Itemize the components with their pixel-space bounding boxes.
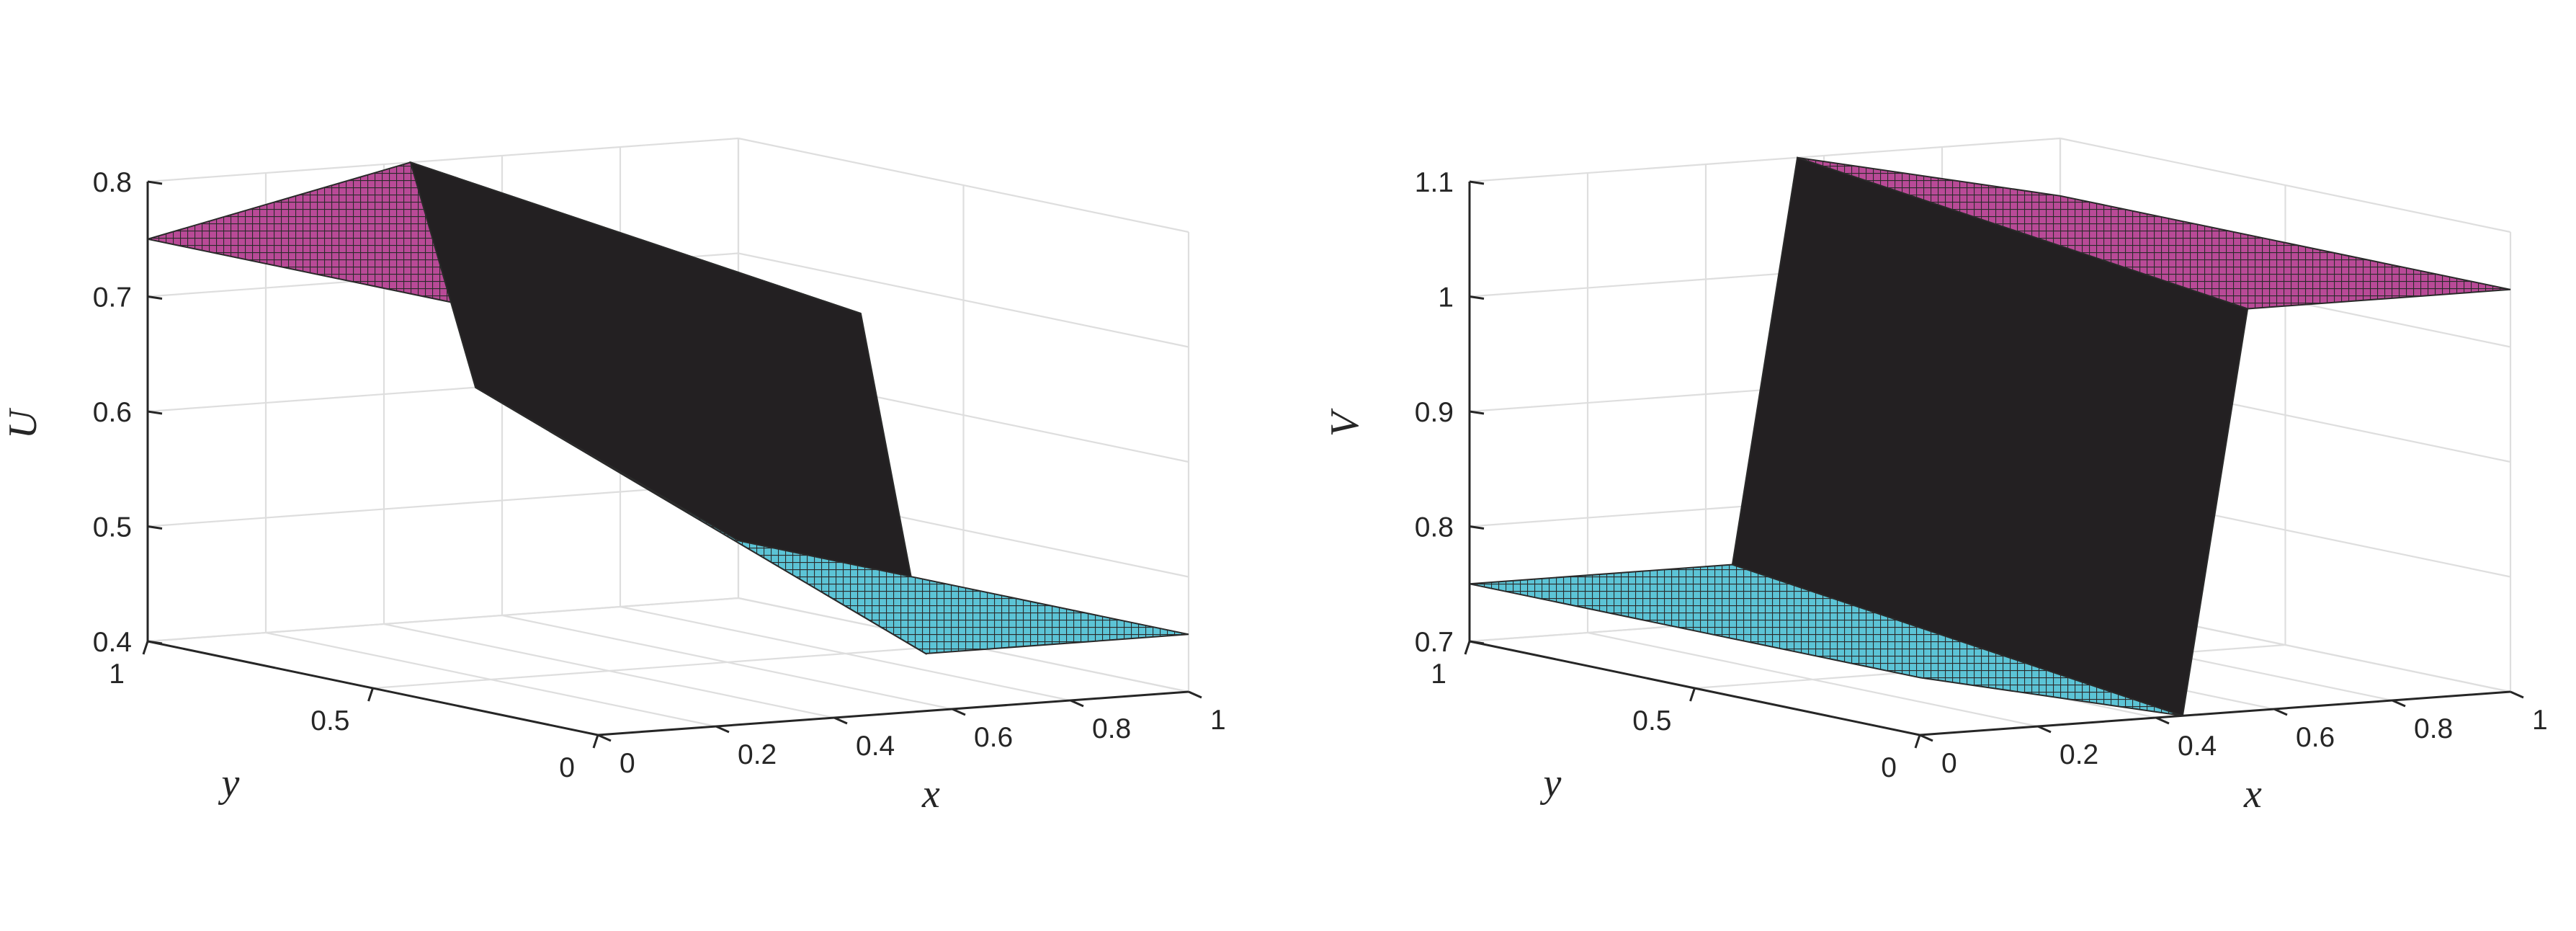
grid-line [738, 252, 1189, 348]
x-tick-label: 0.4 [856, 731, 895, 762]
z-tick-label: 1.1 [1415, 167, 1454, 198]
z-tick-label: 0.5 [93, 512, 132, 543]
z-tick-label: 0.7 [93, 282, 132, 313]
z-tick-mark [1469, 180, 1485, 185]
x-tick-mark [2392, 699, 2406, 708]
surface-plateau-high [1797, 156, 2511, 310]
x-tick-label: 0 [620, 748, 635, 779]
x-tick-mark [2510, 690, 2524, 699]
x-tick-label: 0.8 [2414, 713, 2453, 744]
x-tick-label: 0.2 [2060, 739, 2098, 770]
x-tick-label: 1 [1210, 705, 1226, 736]
z-tick-mark [147, 525, 163, 530]
y-tick-mark [1914, 734, 1921, 749]
y-tick-label: 0.5 [310, 705, 349, 736]
z-tick-mark [1469, 640, 1485, 645]
grid-line [372, 643, 964, 690]
x-tick-label: 0.6 [2296, 722, 2335, 753]
surface [147, 161, 1189, 655]
y-tick-label: 0 [559, 752, 575, 783]
grid-line [738, 137, 1189, 233]
surface-plateau-low [475, 386, 1189, 655]
x-tick-label: 0.4 [2178, 731, 2217, 762]
y-tick-mark [367, 687, 374, 702]
y-tick-label: 1 [109, 659, 125, 690]
x-tick-mark [597, 734, 612, 742]
x-tick-mark [1919, 734, 1933, 742]
x-tick-mark [2273, 708, 2288, 716]
y-tick-mark [1464, 641, 1471, 655]
y-tick-label: 0.5 [1632, 705, 1671, 736]
z-tick-label: 0.8 [1415, 512, 1454, 543]
grid-line [2060, 137, 2511, 233]
x-tick-mark [952, 708, 966, 716]
z-axis-label: U [1, 407, 45, 439]
z-tick-label: 1 [1438, 282, 1454, 313]
z-tick-mark [147, 410, 163, 415]
y-tick-label: 1 [1431, 659, 1446, 690]
z-tick-label: 0.8 [93, 167, 132, 198]
y-tick-mark [142, 641, 149, 655]
z-tick-mark [1469, 525, 1485, 530]
x-tick-label: 0 [1941, 748, 1957, 779]
z-tick-label: 0.9 [1415, 397, 1454, 428]
x-axis-label: x [2243, 772, 2262, 816]
z-tick-label: 0.6 [93, 397, 132, 428]
y-tick-mark [1689, 687, 1696, 702]
z-tick-mark [1469, 295, 1485, 300]
grid-line [147, 597, 739, 643]
x-tick-mark [1188, 690, 1202, 699]
z-tick-label: 0.7 [1415, 627, 1454, 658]
y-axis-label: y [218, 761, 240, 806]
x-tick-label: 1 [2532, 705, 2548, 736]
y-axis-label: y [1540, 761, 1562, 806]
x-tick-mark [2037, 725, 2052, 734]
y-tick-mark [592, 734, 599, 749]
x-tick-label: 0.6 [974, 722, 1013, 753]
grid-line [147, 482, 739, 527]
y-tick-label: 0 [1881, 752, 1897, 783]
grid-line [1469, 137, 2061, 183]
x-axis-label: x [921, 772, 940, 816]
z-tick-mark [1469, 410, 1485, 415]
x-tick-mark [833, 716, 848, 725]
x-axis-line [597, 690, 1189, 736]
x-axis-line [1919, 690, 2511, 736]
grid-line [147, 137, 739, 183]
surface [1469, 156, 2511, 717]
x-tick-mark [715, 725, 730, 734]
z-tick-mark [147, 640, 163, 645]
z-tick-mark [147, 295, 163, 300]
z-axis-label: V [1323, 408, 1367, 437]
x-tick-label: 0.2 [738, 739, 777, 770]
x-tick-label: 0.8 [1092, 713, 1131, 744]
x-tick-mark [1070, 699, 1084, 708]
z-tick-label: 0.4 [93, 627, 132, 658]
z-tick-mark [147, 180, 163, 185]
x-tick-mark [2155, 716, 2170, 725]
